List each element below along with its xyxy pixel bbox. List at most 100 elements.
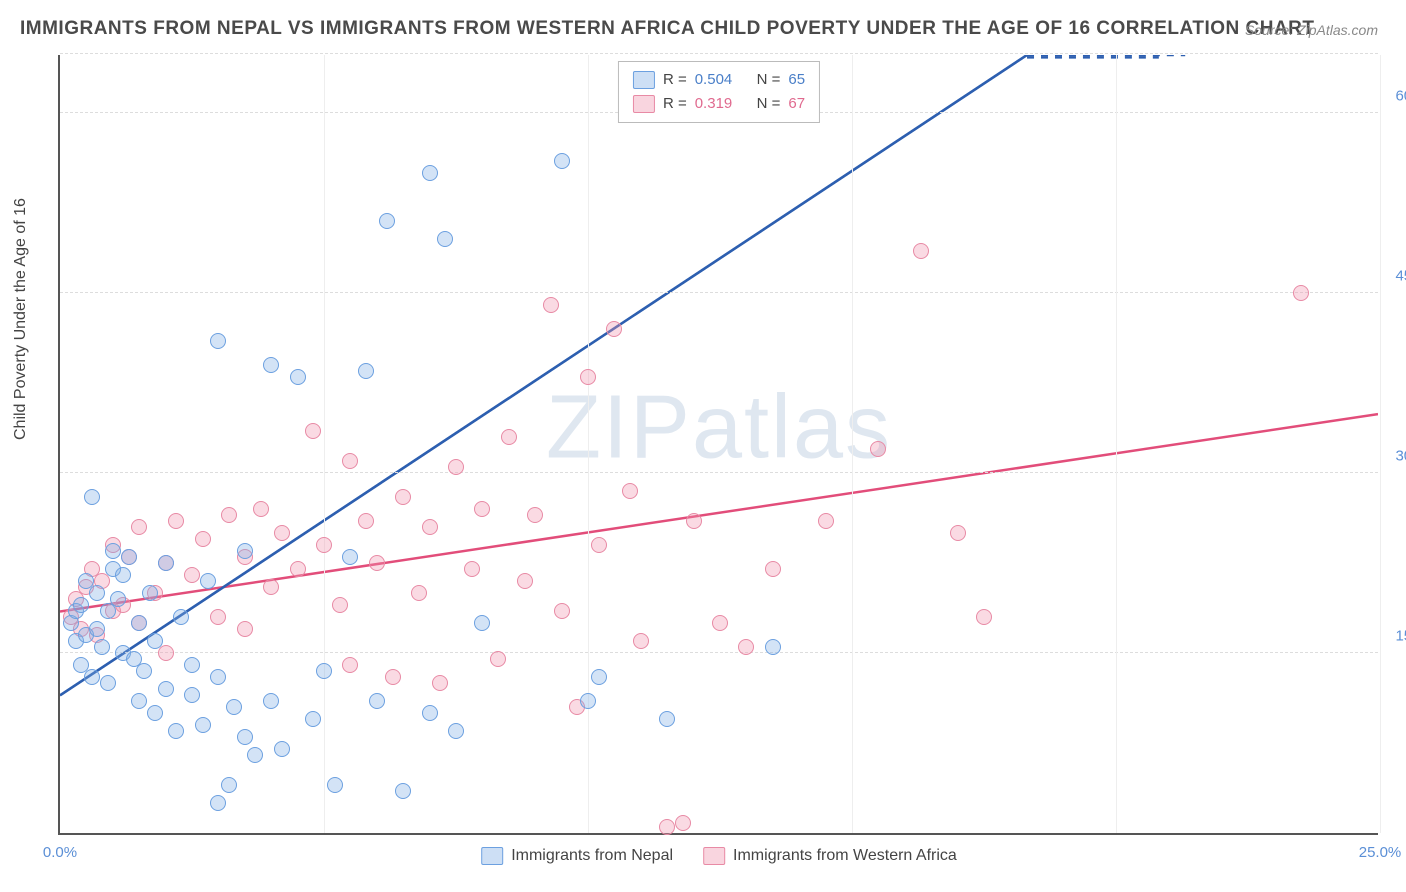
scatter-point-b <box>591 537 607 553</box>
scatter-point-a <box>173 609 189 625</box>
scatter-point-b <box>633 633 649 649</box>
scatter-point-a <box>195 717 211 733</box>
scatter-point-a <box>221 777 237 793</box>
y-tick-label: 15.0% <box>1395 628 1406 645</box>
scatter-point-b <box>184 567 200 583</box>
scatter-point-a <box>290 369 306 385</box>
scatter-point-a <box>327 777 343 793</box>
gridline-h <box>60 292 1378 293</box>
y-tick-label: 60.0% <box>1395 88 1406 105</box>
swatch-b-icon <box>633 95 655 113</box>
y-axis-label: Child Poverty Under the Age of 16 <box>12 198 30 440</box>
scatter-point-b <box>358 513 374 529</box>
scatter-point-a <box>358 363 374 379</box>
scatter-point-b <box>385 669 401 685</box>
scatter-point-b <box>411 585 427 601</box>
scatter-point-a <box>210 795 226 811</box>
scatter-point-b <box>422 519 438 535</box>
scatter-point-b <box>237 621 253 637</box>
scatter-point-a <box>237 543 253 559</box>
y-tick-label: 45.0% <box>1395 268 1406 285</box>
scatter-point-b <box>253 501 269 517</box>
r-value-a: 0.504 <box>695 68 733 92</box>
scatter-point-a <box>147 705 163 721</box>
scatter-point-a <box>110 591 126 607</box>
scatter-point-a <box>395 783 411 799</box>
scatter-point-b <box>395 489 411 505</box>
scatter-point-a <box>200 573 216 589</box>
scatter-point-b <box>675 815 691 831</box>
chart-title: IMMIGRANTS FROM NEPAL VS IMMIGRANTS FROM… <box>20 18 1315 40</box>
correlation-legend: R = 0.504 N = 65 R = 0.319 N = 67 <box>618 61 820 123</box>
scatter-point-b <box>517 573 533 589</box>
scatter-point-b <box>316 537 332 553</box>
scatter-point-b <box>474 501 490 517</box>
scatter-point-a <box>305 711 321 727</box>
gridline-h <box>60 652 1378 653</box>
scatter-point-a <box>84 489 100 505</box>
scatter-point-a <box>210 669 226 685</box>
scatter-point-a <box>73 597 89 613</box>
scatter-point-a <box>274 741 290 757</box>
scatter-point-a <box>121 549 137 565</box>
scatter-point-b <box>332 597 348 613</box>
scatter-point-b <box>490 651 506 667</box>
scatter-point-b <box>606 321 622 337</box>
scatter-point-a <box>448 723 464 739</box>
scatter-point-a <box>136 663 152 679</box>
scatter-point-a <box>147 633 163 649</box>
scatter-point-a <box>247 747 263 763</box>
scatter-point-b <box>712 615 728 631</box>
scatter-point-b <box>913 243 929 259</box>
x-tick-label: 0.0% <box>43 844 77 861</box>
series-b-label: Immigrants from Western Africa <box>733 847 957 865</box>
r-label: R = <box>663 92 687 116</box>
scatter-point-a <box>131 615 147 631</box>
scatter-point-b <box>221 507 237 523</box>
legend-row-b: R = 0.319 N = 67 <box>633 92 805 116</box>
scatter-point-b <box>765 561 781 577</box>
swatch-a-icon <box>481 847 503 865</box>
scatter-point-a <box>369 693 385 709</box>
scatter-point-a <box>158 681 174 697</box>
gridline-v <box>588 55 589 833</box>
legend-item-a: Immigrants from Nepal <box>481 847 673 865</box>
scatter-point-b <box>168 513 184 529</box>
scatter-point-a <box>158 555 174 571</box>
scatter-point-a <box>100 675 116 691</box>
scatter-point-b <box>554 603 570 619</box>
scatter-point-a <box>84 669 100 685</box>
scatter-point-a <box>379 213 395 229</box>
scatter-point-b <box>342 657 358 673</box>
gridline-v <box>852 55 853 833</box>
scatter-point-a <box>342 549 358 565</box>
scatter-point-b <box>210 609 226 625</box>
scatter-point-a <box>184 687 200 703</box>
scatter-point-a <box>131 693 147 709</box>
scatter-point-a <box>168 723 184 739</box>
scatter-point-b <box>976 609 992 625</box>
n-value-b: 67 <box>788 92 805 116</box>
chart-plot-area: ZIPatlas R = 0.504 N = 65 R = 0.319 N = … <box>58 55 1378 835</box>
scatter-point-b <box>290 561 306 577</box>
swatch-b-icon <box>703 847 725 865</box>
legend-row-a: R = 0.504 N = 65 <box>633 68 805 92</box>
scatter-point-b <box>686 513 702 529</box>
scatter-point-a <box>237 729 253 745</box>
scatter-point-a <box>591 669 607 685</box>
scatter-point-a <box>437 231 453 247</box>
scatter-point-b <box>342 453 358 469</box>
scatter-point-a <box>142 585 158 601</box>
r-label: R = <box>663 68 687 92</box>
gridline-v <box>324 55 325 833</box>
scatter-point-b <box>131 519 147 535</box>
scatter-point-b <box>274 525 290 541</box>
trend-line <box>60 55 1027 695</box>
scatter-point-b <box>580 369 596 385</box>
legend-item-b: Immigrants from Western Africa <box>703 847 957 865</box>
watermark: ZIPatlas <box>546 377 892 480</box>
scatter-point-b <box>369 555 385 571</box>
scatter-point-b <box>305 423 321 439</box>
scatter-point-a <box>210 333 226 349</box>
scatter-point-b <box>195 531 211 547</box>
